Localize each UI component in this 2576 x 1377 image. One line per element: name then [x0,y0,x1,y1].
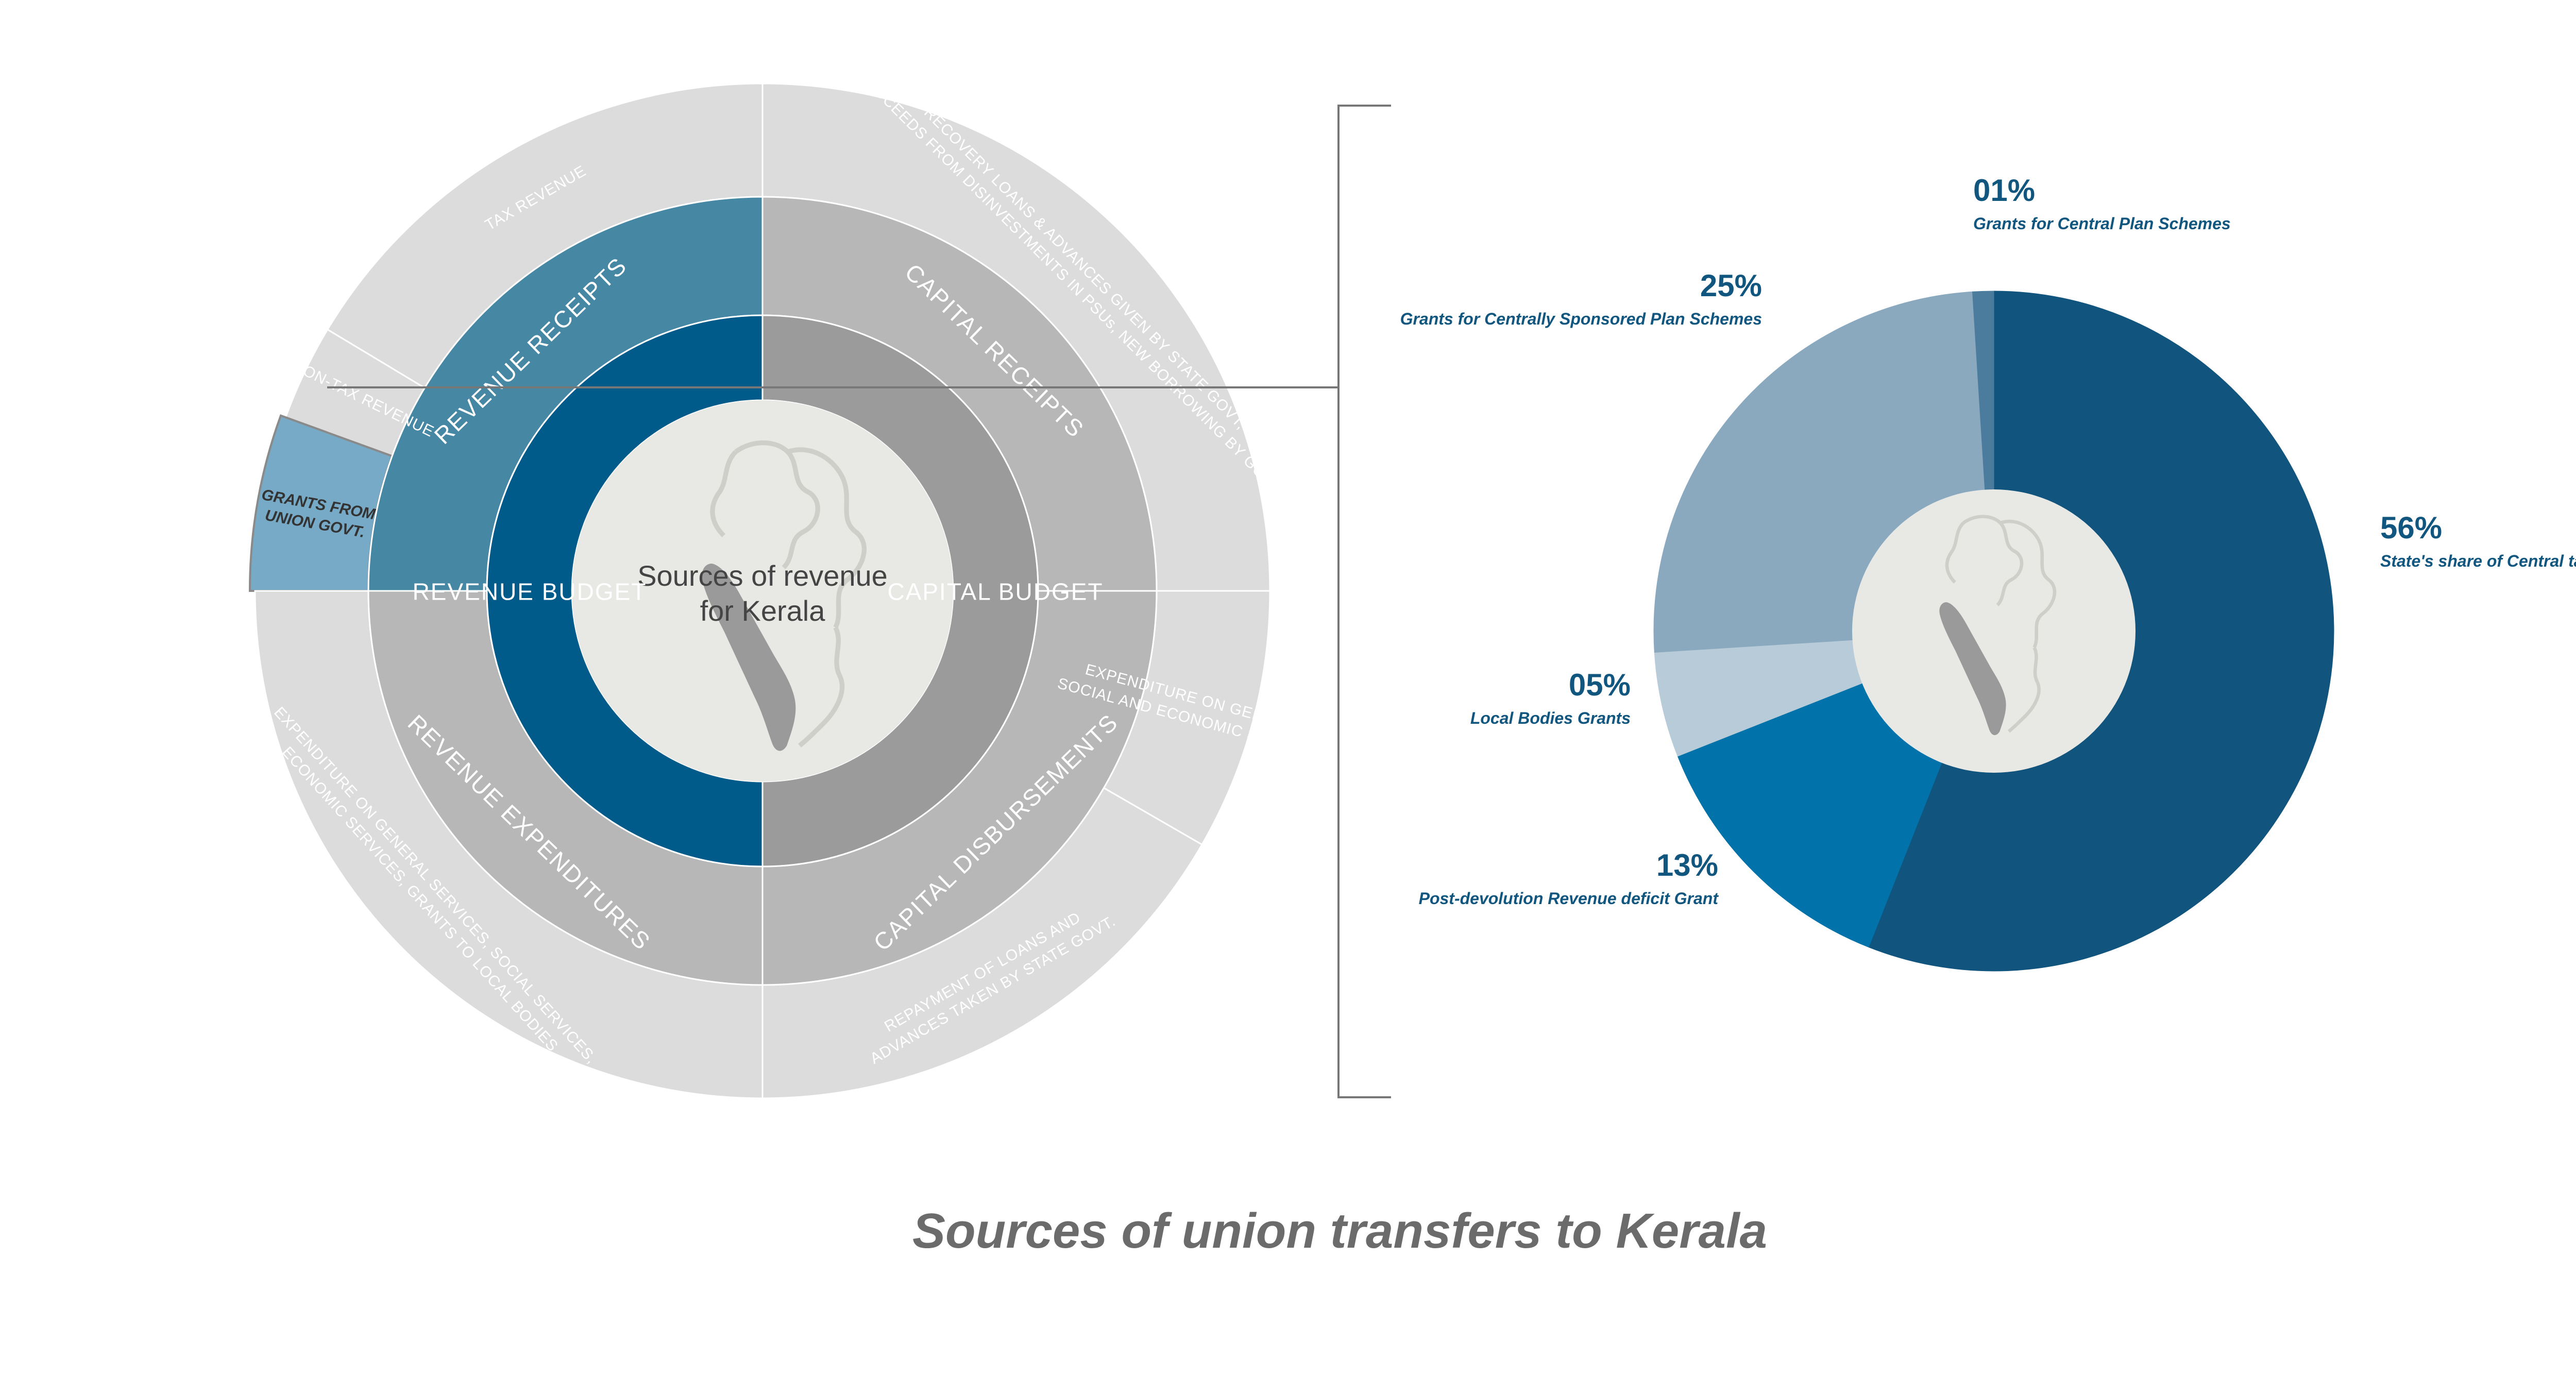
sunburst-center [572,400,953,781]
donut-slice-label-1: State's share of Central taxes [2380,552,2576,570]
center-title: Sources of revenue for Kerala [637,559,888,627]
donut-slice-1 [1868,291,2334,972]
donut-slice-label-3: Local Bodies Grants [1470,709,1631,727]
donut-pct-label-3: 05% [1569,668,1631,702]
donut-center [1852,489,2136,773]
donut-pct-label-1: 56% [2380,511,2442,545]
donut-slice-label-4: Grants for Centrally Sponsored Plan Sche… [1400,310,1762,328]
bracket [1337,105,1391,1098]
kerala-map-center [702,440,867,751]
donut-slice-label-2: Post-devolution Revenue deficit Grant [1419,889,1719,908]
donut-slice-label-5: Grants for Central Plan Schemes [1973,214,2231,233]
kerala-map-donut [1939,515,2057,736]
chart-title: Sources of union transfers to Kerala [912,1203,1768,1259]
donut-pct-label-4: 25% [1700,268,1762,303]
donut-pct-label-2: 13% [1656,848,1718,882]
label-revenue-budget: REVENUE BUDGET [413,579,647,605]
label-capital-budget: CAPITAL BUDGET [887,579,1103,605]
donut-pct-label-5: 01% [1973,173,2035,208]
